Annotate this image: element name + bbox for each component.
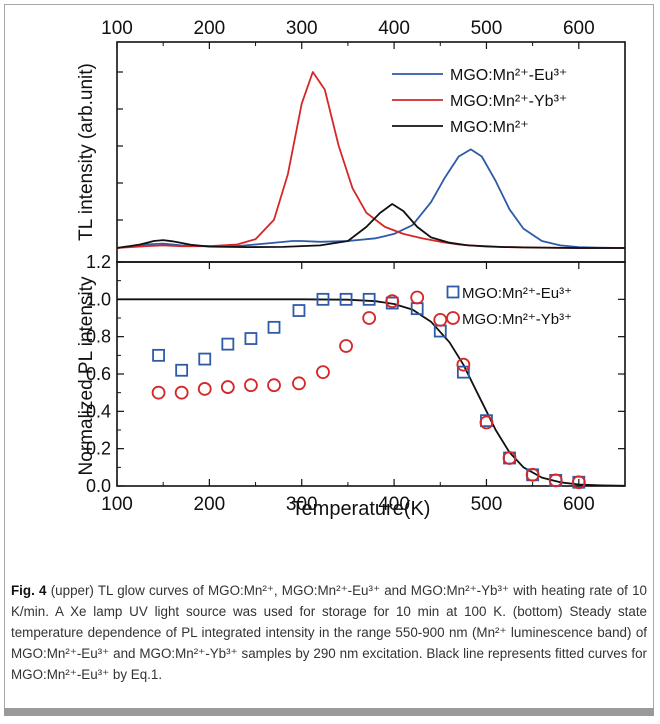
eu-square-point: [198, 352, 212, 366]
tl-curve-3: [116, 203, 625, 249]
top-axis-tick-label: 200: [194, 18, 226, 39]
left-axis-tick-label: 0.0: [86, 476, 111, 496]
yb-circle-point: [292, 376, 306, 391]
yb-circle-point: [316, 365, 330, 380]
bottom-axis-tick-label: 100: [101, 494, 133, 515]
yb-circle-point: [151, 385, 166, 400]
upper-legend-label-1: MGO:Mn²⁺-Eu³⁺: [450, 67, 567, 84]
caption-fig-label: Fig. 4: [11, 583, 47, 598]
bottom-rule: [4, 708, 654, 716]
eu-square-point: [221, 337, 235, 351]
eu-square-point: [339, 292, 353, 306]
left-axis-tick-label: 0.8: [86, 327, 111, 347]
x-axis-label: Temperature(K): [292, 498, 431, 520]
left-axis-tick-label: 0.2: [86, 439, 111, 459]
upper-y-axis-label: TL intensity (arb.unit): [76, 63, 97, 241]
eu-square-point: [456, 365, 470, 379]
yb-circle-point: [548, 473, 563, 488]
yb-circle-point: [410, 290, 425, 305]
figure-frame: [4, 4, 654, 716]
top-axis-tick-label: 100: [101, 18, 133, 39]
caption-text: (upper) TL glow curves of MGO:Mn²⁺, MGO:…: [11, 583, 648, 682]
top-axis-tick-label: 300: [286, 18, 318, 39]
lower-legend-square-marker: [446, 285, 460, 299]
yb-circle-point: [339, 339, 353, 353]
eu-square-point: [175, 363, 189, 377]
yb-circle-point: [525, 467, 540, 482]
upper-legend-label-2: MGO:Mn²⁺-Yb³⁺: [450, 93, 567, 110]
left-axis-tick-label: 0.4: [86, 401, 111, 421]
lower-legend: MGO:Mn²⁺-Eu³⁺ MGO:Mn²⁺-Yb³⁺: [446, 285, 572, 328]
yb-circle-point: [385, 294, 400, 309]
eu-square-point: [292, 304, 306, 317]
eu-square-point: [152, 348, 165, 362]
bottom-axis-tick-label: 400: [378, 494, 410, 515]
yb-circle-point: [433, 312, 448, 327]
upper-legend-label-3: MGO:Mn²⁺: [450, 119, 529, 136]
figure-caption: Fig. 4 (upper) TL glow curves of MGO:Mn²…: [11, 580, 647, 685]
lower-legend-circle-marker: [446, 311, 460, 325]
yb-circle-point: [571, 475, 586, 490]
eu-square-point: [316, 292, 330, 306]
bottom-axis-tick-label: 200: [194, 494, 226, 515]
yb-circle-point: [267, 378, 281, 393]
yb-circle-point: [244, 378, 258, 393]
left-axis-tick-label: 0.6: [86, 364, 111, 384]
lower-y-axis-label: Normalized PL intensity: [76, 276, 97, 475]
yb-circle-point: [479, 415, 494, 430]
bottom-axis-tick-label: 500: [471, 494, 503, 515]
tl-curve-1: [116, 148, 626, 249]
top-axis-tick-label: 500: [471, 18, 503, 39]
yb-circle-point: [174, 385, 189, 400]
bottom-axis-tick-label: 300: [286, 494, 318, 515]
upper-legend: MGO:Mn²⁺-Eu³⁺ MGO:Mn²⁺-Yb³⁺ MGO:Mn²⁺: [392, 67, 567, 136]
lower-pl-panel: 100 200 300 400 500 600 0.0 0.2 0.4 0.6 0.8 1.0 1.2 T…: [76, 252, 626, 520]
yb-circle-point: [456, 357, 471, 372]
yb-circle-point: [362, 311, 377, 325]
left-axis-tick-label: 1.2: [86, 252, 111, 272]
eu-square-point: [244, 332, 258, 345]
left-axis-tick-label: 1.0: [86, 289, 111, 309]
yb-circle-point: [220, 380, 235, 394]
yb-circle-point: [502, 451, 517, 465]
upper-tl-panel: 100 200 300 400 500 600 TL intensity (arb.unit…: [76, 18, 626, 263]
chart-figure: 100 200 300 400 500 600 TL intensity (arb.unit…: [76, 18, 626, 520]
yb-circle-point: [197, 382, 212, 396]
lower-legend-label-2: MGO:Mn²⁺-Yb³⁺: [462, 311, 572, 328]
bottom-axis-tick-label: 600: [563, 494, 595, 515]
lower-legend-label-1: MGO:Mn²⁺-Eu³⁺: [462, 285, 572, 302]
eu-square-point: [362, 292, 376, 306]
eu-square-point: [267, 320, 281, 334]
top-axis-tick-label: 400: [378, 18, 410, 39]
top-axis-tick-label: 600: [563, 18, 595, 39]
